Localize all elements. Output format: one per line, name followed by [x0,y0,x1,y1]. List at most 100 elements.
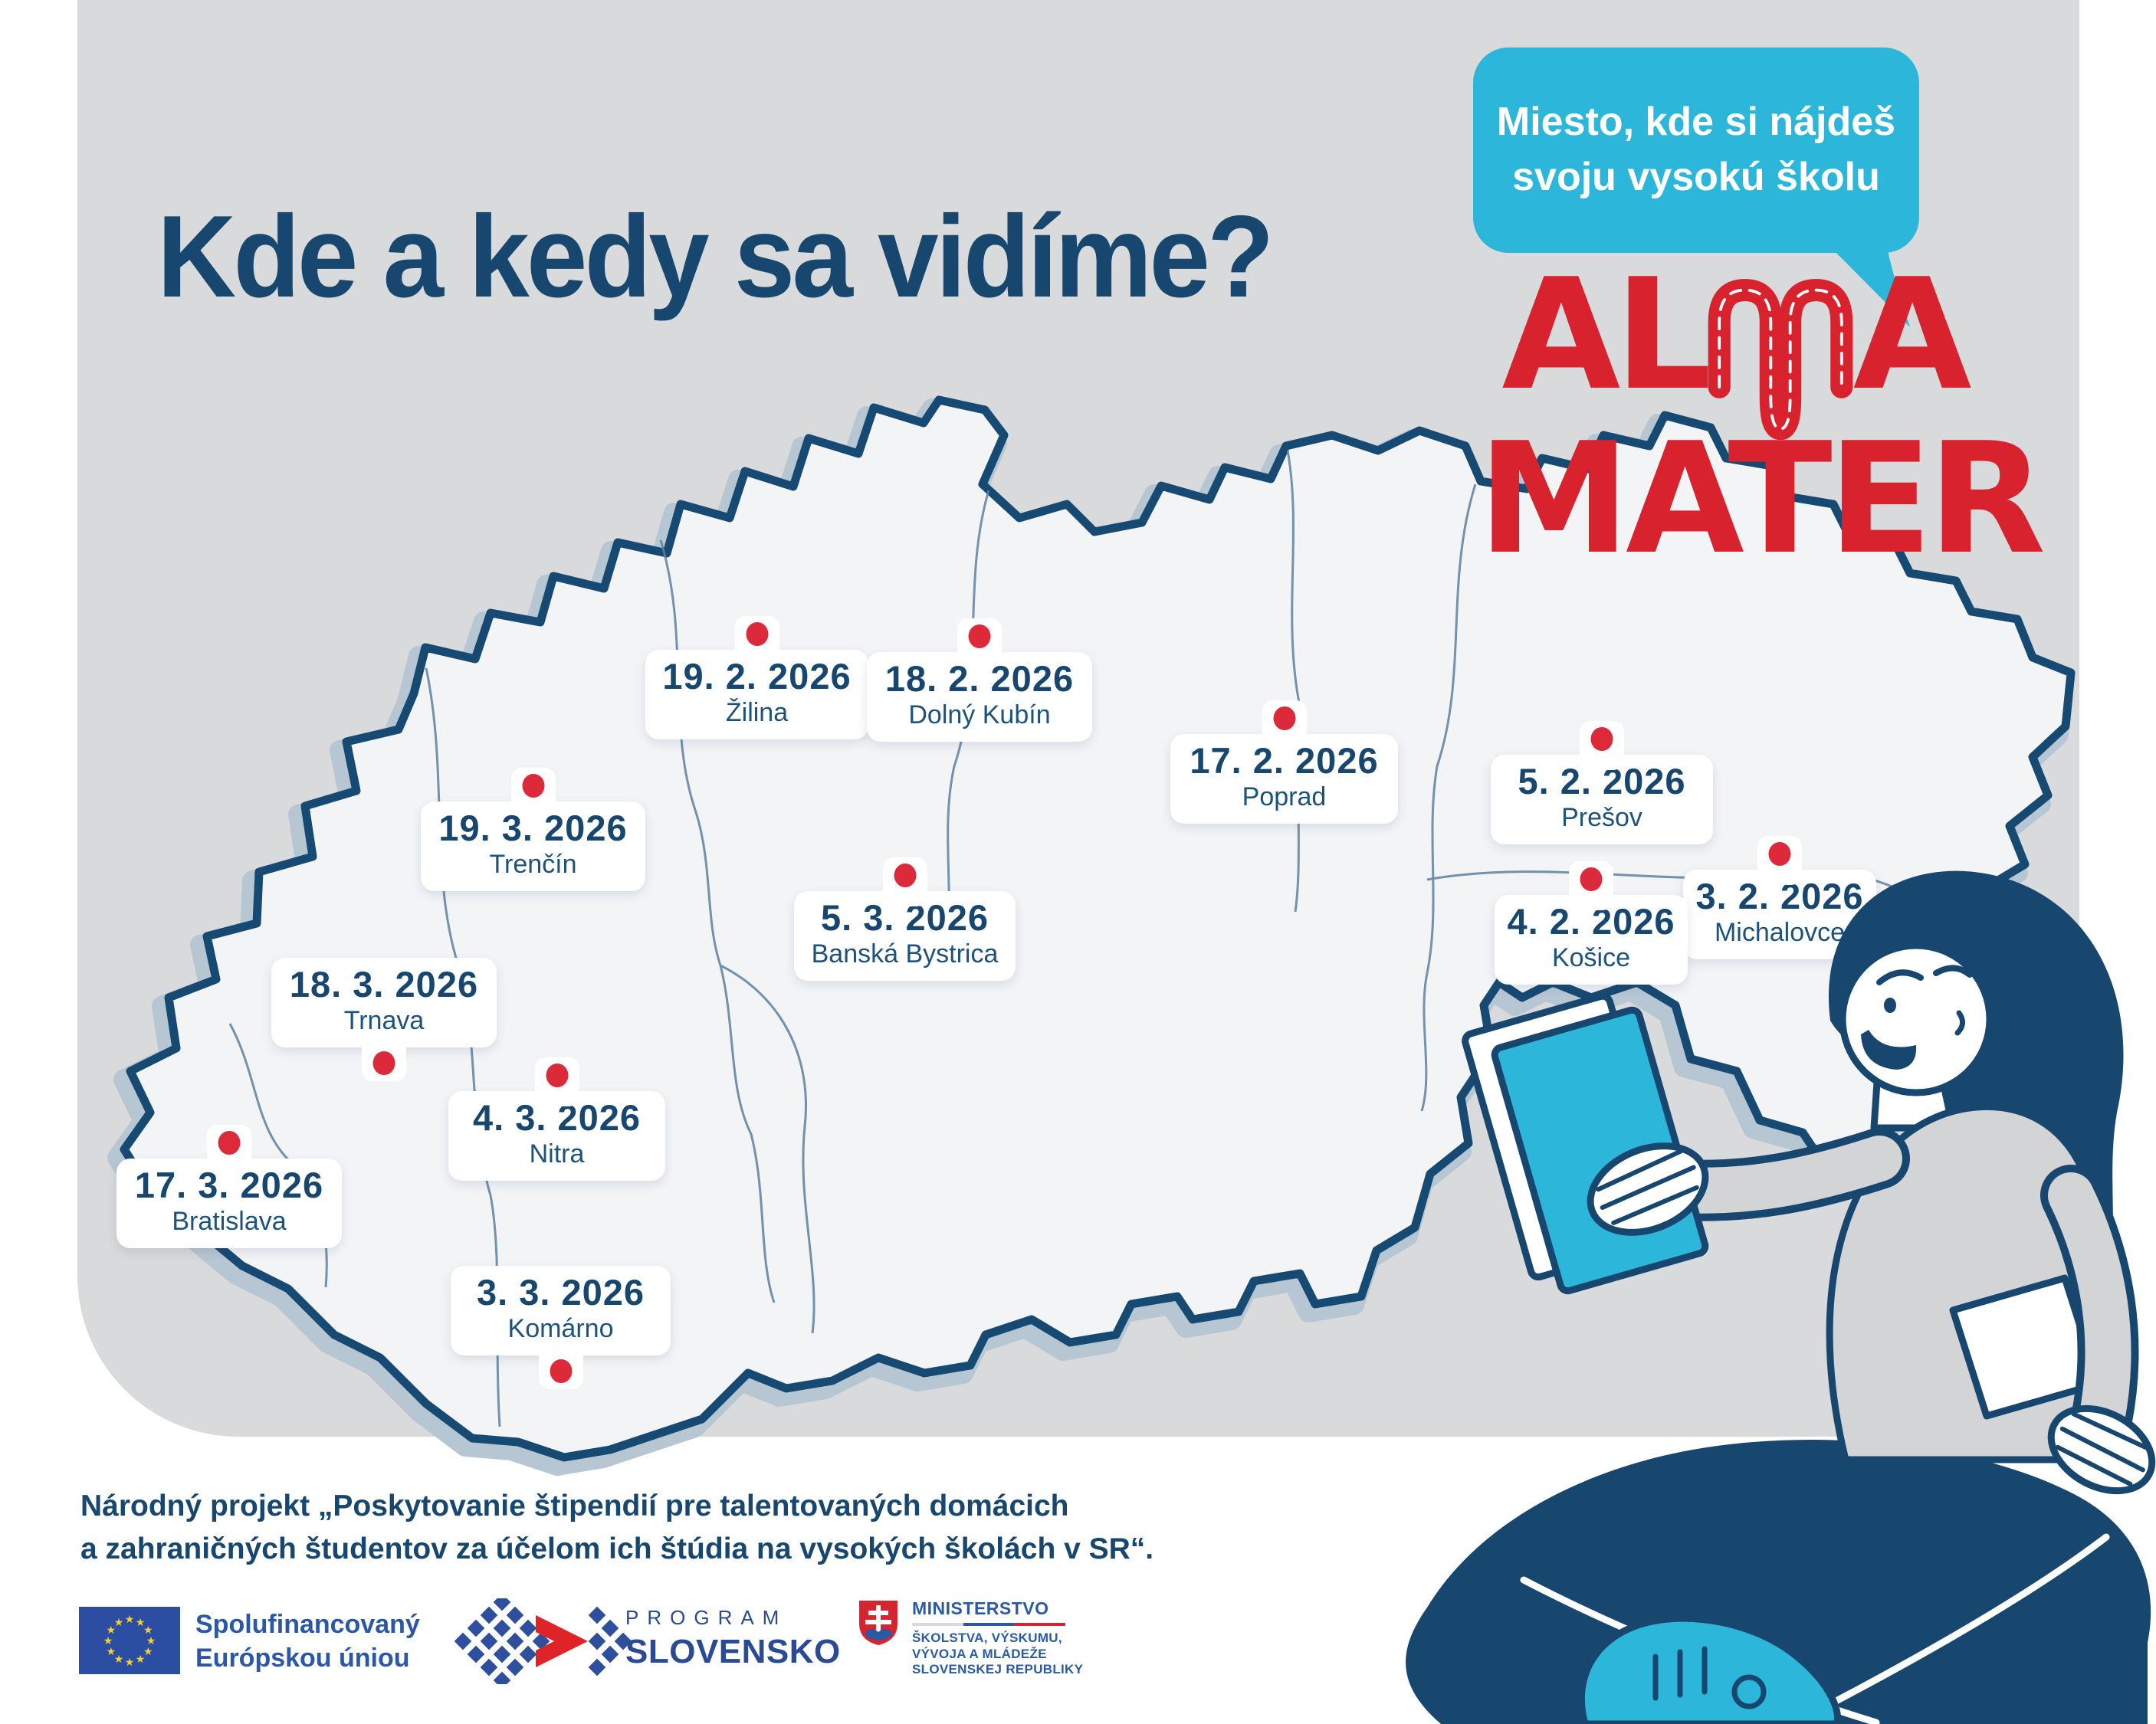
speech-bubble-tail-icon [1830,247,1910,327]
event-city: Prešov [1561,802,1642,832]
sneaker [1577,1614,1842,1724]
event-city: Žilina [725,697,789,727]
map-marker-dot [1273,706,1295,730]
ministry-line3: VÝVOJA A MLÁDEŽE [912,1646,1047,1661]
eu-star-icon: ★ [113,1615,124,1628]
smile [1861,1030,1917,1070]
speech-bubble-line1: Miesto, kde si nájdeš [1496,100,1896,145]
slovensko-label: SLOVENSKO [625,1633,841,1670]
event-city: Nitra [529,1139,585,1168]
map-marker-dot [894,864,916,887]
ministry-label: MINISTERSTVO ŠKOLSTVA, VÝSKUMU, VÝVOJA A… [912,1598,1083,1678]
eu-star-icon: ★ [124,1613,135,1625]
head [1839,942,1994,1096]
event-card-trnava: 18. 3. 2026 Trnava [271,958,497,1081]
map-marker-tab [1580,721,1624,770]
logo-line-mater: MATER [1478,410,2046,588]
map-marker-dot [746,622,768,646]
map-marker-dot [550,1359,572,1383]
map-marker-dot [218,1131,241,1155]
ministry-line4: SLOVENSKEJ REPUBLIKY [912,1662,1084,1677]
legs [1406,1439,2151,1724]
event-city: Bratislava [172,1206,287,1236]
hair-front [1842,891,2045,1010]
right-hand [2047,1404,2156,1495]
eu-flag-icon: ★ ★ ★ ★ ★ ★ ★ ★ ★ ★ ★ ★ [79,1607,180,1674]
map-marker-dot [1590,727,1613,751]
ministry-coat-of-arms-icon [859,1601,898,1645]
left-hand [1587,1142,1709,1236]
map-marker-tab [1569,861,1613,910]
project-text-line1: Národný projekt „Poskytovanie štipendií … [80,1490,1069,1522]
project-text-line2: a zahraničných študentov za účelom ich š… [80,1532,1154,1565]
map-marker-tab [362,1031,406,1081]
alma-mater-logo: AL A MATER [1478,246,2046,588]
event-city: Banská Bystrica [811,939,999,969]
map-marker-tab [510,768,556,817]
eu-star-icon: ★ [103,1634,113,1647]
eu-star-icon: ★ [113,1653,124,1666]
event-card-kom-rno: 3. 3. 2026 Komárno [451,1266,671,1389]
eu-star-icon: ★ [135,1653,146,1666]
map-marker-tab [1262,700,1307,749]
map-marker-dot [968,624,991,648]
map-marker-tab [207,1125,251,1174]
slovakia-outline [107,395,2076,1476]
event-card-ko-ice: 4. 2. 2026 Košice [1495,861,1688,985]
map-marker-tab [957,618,1002,667]
map-marker-tab [534,1057,579,1106]
event-date: 3. 3. 2026 [476,1272,645,1313]
eu-star-icon: ★ [124,1656,135,1668]
event-card-bansk-bystrica: 5. 3. 2026 Banská Bystrica [794,857,1016,981]
event-city: Košice [1551,942,1631,972]
event-city: Trnava [343,1005,425,1035]
map-marker-dot [372,1050,395,1075]
event-card-doln-kub-n: 18. 2. 2026 Dolný Kubín [867,618,1092,742]
tricolor-rule [912,1623,1066,1626]
page-title: Kde a kedy sa vidíme? [157,192,1274,322]
map-marker-tab [882,857,927,906]
road-m-icon [1708,279,1853,440]
program-slovensko-icon [454,1598,631,1684]
ministry-title: MINISTERSTVO [912,1598,1049,1618]
eu-star-icon: ★ [135,1615,146,1628]
logo-alma-pre: AL [1501,246,1711,424]
eu-star-icon: ★ [143,1645,153,1657]
eu-star-icon: ★ [146,1634,156,1647]
event-city: Michalovce [1714,917,1846,947]
map-marker-tab [734,616,779,665]
event-card-bratislava: 17. 3. 2026 Bratislava [116,1125,342,1248]
map-marker-dot [522,774,544,798]
eu-label-line1: Spolufinancovaný [195,1610,420,1639]
eu-label-line2: Európskou úniou [195,1643,410,1673]
event-city: Poprad [1242,782,1327,811]
logo-line-alma: AL A [1478,246,1990,440]
speech-bubble-line2: svoju vysokú školu [1512,155,1880,199]
eu-star-icon: ★ [143,1624,153,1636]
event-card-nitra: 4. 3. 2026 Nitra [448,1057,665,1181]
ministry-line2: ŠKOLSTVA, VÝSKUMU, [912,1631,1062,1645]
event-city: Dolný Kubín [908,700,1051,729]
event-card-michalovce: 3. 2. 2026 Michalovce [1683,836,1876,959]
event-date: 18. 3. 2026 [289,964,479,1005]
event-card--ilina: 19. 2. 2026 Žilina [645,616,868,739]
event-card-poprad: 17. 2. 2026 Poprad [1170,700,1398,824]
map-marker-tab [1757,836,1802,885]
event-city: Trenčín [489,849,577,879]
reading-student-illustration [1406,870,2156,1724]
speech-bubble: Miesto, kde si nájdeš svoju vysokú školu [1473,48,1919,253]
event-card-tren-n: 19. 3. 2026 Trenčín [421,768,645,891]
map-marker-tab [538,1339,583,1389]
program-label: PROGRAM [625,1606,788,1629]
event-city: Komárno [507,1313,614,1343]
map-marker-dot [546,1064,568,1087]
logo-alma-post: A [1852,246,1972,424]
eu-star-icon: ★ [106,1645,116,1657]
event-card-pre-ov: 5. 2. 2026 Prešov [1491,721,1713,844]
eu-star-icon: ★ [106,1624,116,1636]
map-marker-dot [1580,867,1603,891]
eu-cofunded-label: Spolufinancovaný Európskou úniou [195,1608,420,1675]
program-slovensko-label: PROGRAM SLOVENSKO [625,1606,841,1671]
map-marker-dot [1768,842,1791,866]
